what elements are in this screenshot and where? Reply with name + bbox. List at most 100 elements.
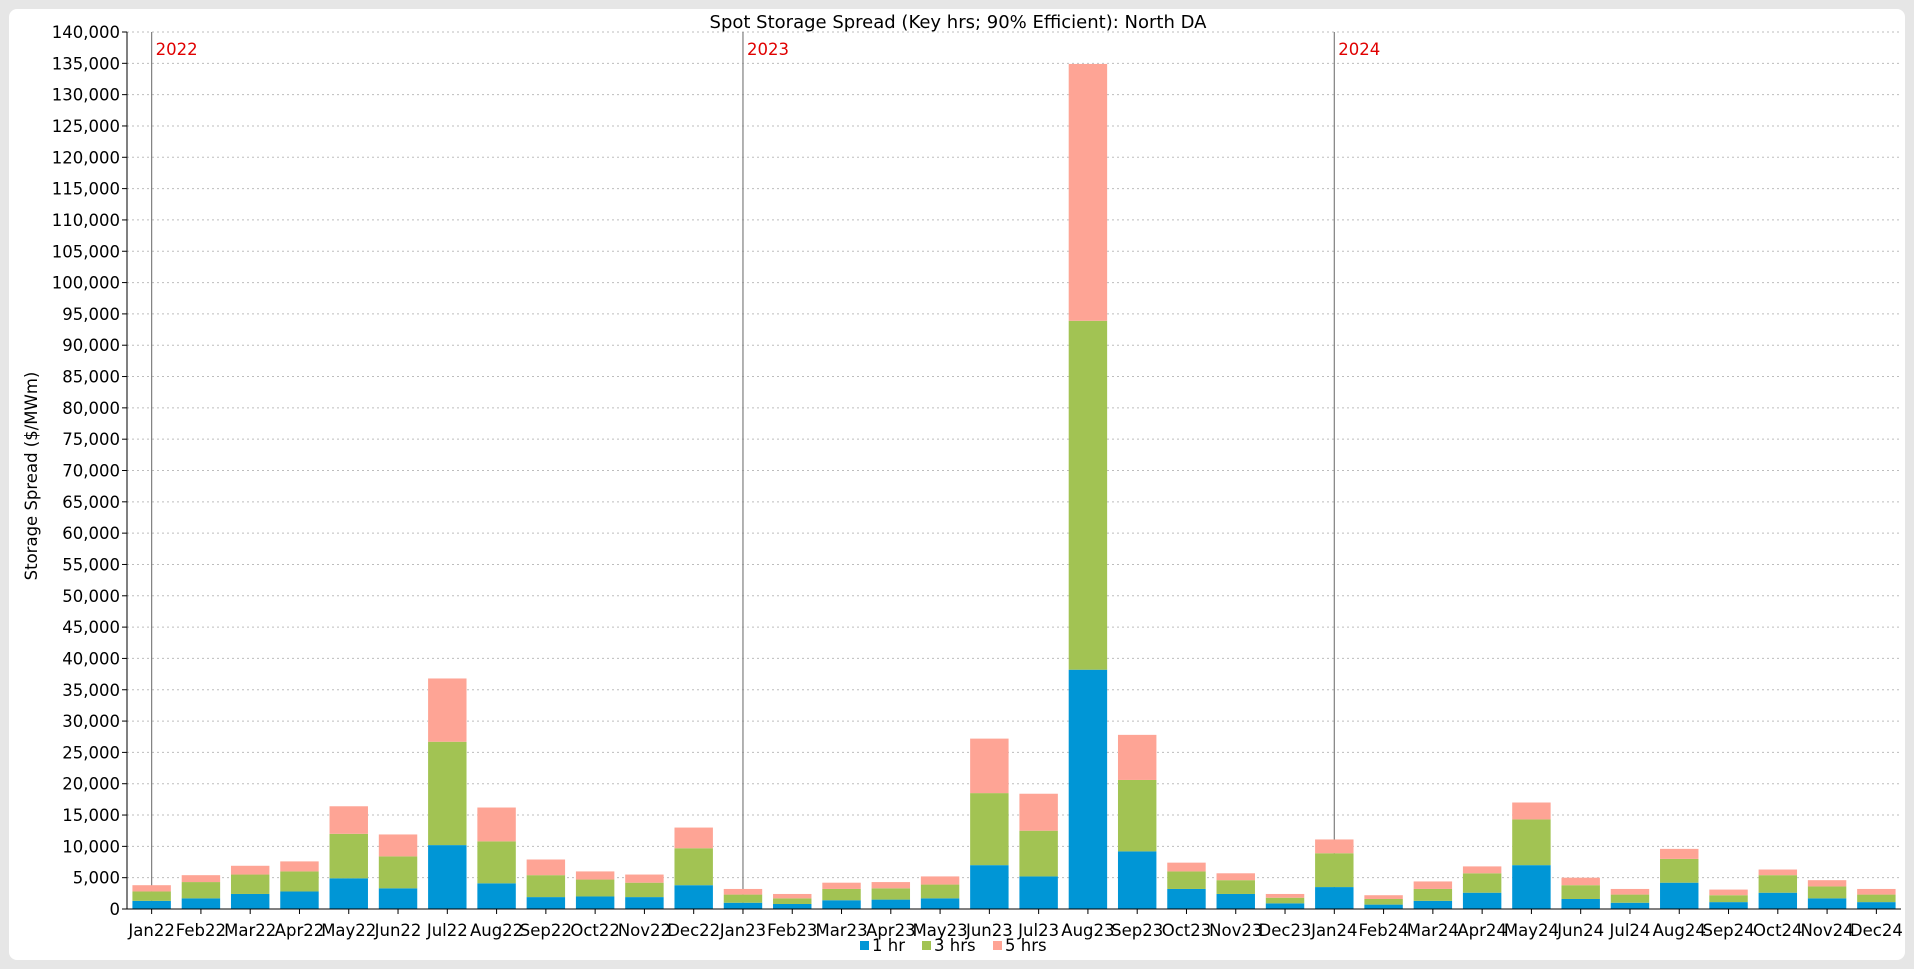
- bar-segment: [625, 882, 664, 898]
- y-tick-label: 20,000: [62, 775, 120, 794]
- bar-segment: [132, 885, 171, 892]
- bar-segment: [477, 807, 516, 842]
- year-markers: 2022 2023 2024: [151, 32, 1380, 909]
- y-tick-label: 65,000: [62, 493, 120, 512]
- axes: 0 5,000 10,000 15,000 20,000 25,000 30,000 35,0…: [52, 23, 1903, 940]
- bar-segment: [1019, 876, 1058, 909]
- bar-segment: [1709, 895, 1748, 903]
- bar-segment: [1561, 898, 1600, 909]
- bar-segment: [230, 874, 270, 894]
- bar-segment: [871, 899, 911, 909]
- bar-segment: [723, 894, 763, 903]
- x-tick-label: Mar23: [815, 921, 867, 940]
- bar-segment: [1512, 819, 1551, 866]
- bar-segment: [230, 865, 270, 875]
- bar-segment: [1413, 888, 1453, 901]
- x-tick-label: Oct23: [1162, 921, 1212, 940]
- bar-segment: [1167, 888, 1206, 909]
- bar-segment: [1019, 830, 1058, 877]
- bar-segment: [181, 898, 221, 909]
- x-tick-label: Apr23: [866, 921, 916, 940]
- bar-segment: [1068, 63, 1108, 321]
- x-tick-label: Dec22: [667, 921, 720, 940]
- x-tick-label: Jul24: [1609, 921, 1651, 940]
- y-tick-label: 130,000: [52, 86, 120, 105]
- x-tick-label: Dec23: [1259, 921, 1312, 940]
- bars: [132, 63, 1896, 909]
- legend-label: 5 hrs: [1005, 936, 1047, 955]
- bar-segment: [1462, 873, 1502, 893]
- bar-segment: [1364, 904, 1403, 909]
- y-tick-label: 50,000: [62, 587, 120, 606]
- bar-segment: [822, 888, 861, 901]
- bar-segment: [378, 888, 418, 909]
- bar-segment: [378, 856, 418, 889]
- bar-segment: [575, 871, 615, 880]
- x-tick-label: Aug24: [1653, 921, 1706, 940]
- year-marker-label: 2024: [1338, 40, 1380, 59]
- x-tick-label: Apr22: [275, 921, 325, 940]
- bar-segment: [329, 806, 368, 834]
- x-tick-label: Dec24: [1850, 921, 1903, 940]
- y-tick-label: 120,000: [52, 148, 120, 167]
- bar-segment: [1364, 898, 1403, 905]
- bar-segment: [1413, 881, 1453, 889]
- x-tick-label: Sep23: [1111, 921, 1163, 940]
- y-tick-label: 55,000: [62, 555, 120, 574]
- x-tick-label: Aug23: [1061, 921, 1114, 940]
- bar-segment: [1315, 839, 1354, 854]
- bar-segment: [871, 882, 911, 889]
- bar-segment: [1610, 902, 1650, 909]
- bar-segment: [1610, 888, 1650, 895]
- bar-segment: [1758, 869, 1798, 876]
- bar-segment: [1216, 880, 1255, 894]
- bar-segment: [970, 865, 1009, 909]
- bar-segment: [1019, 793, 1058, 831]
- bar-segment: [329, 878, 368, 909]
- x-tick-label: Jan22: [127, 921, 174, 940]
- bar-segment: [1167, 871, 1206, 889]
- bar-segment: [1117, 779, 1157, 852]
- year-marker-label: 2023: [747, 40, 789, 59]
- bar-segment: [920, 898, 960, 909]
- y-tick-label: 135,000: [52, 54, 120, 73]
- bar-segment: [428, 678, 467, 742]
- x-tick-label: Aug22: [470, 921, 523, 940]
- bar-segment: [181, 875, 221, 883]
- x-tick-label: Feb22: [176, 921, 226, 940]
- bar-segment: [477, 883, 516, 909]
- x-tick-label: May22: [321, 921, 376, 940]
- bar-segment: [1265, 893, 1305, 898]
- x-tick-label: Jan23: [719, 921, 766, 940]
- y-tick-label: 110,000: [52, 211, 120, 230]
- bar-segment: [378, 834, 418, 857]
- bar-segment: [625, 874, 664, 883]
- bar-segment: [1117, 734, 1157, 780]
- bar-segment: [477, 841, 516, 884]
- x-tick-label: Nov23: [1209, 921, 1262, 940]
- y-tick-label: 0: [110, 900, 121, 919]
- bar-segment: [1462, 892, 1502, 909]
- bar-segment: [1265, 903, 1305, 909]
- bar-segment: [1413, 900, 1453, 909]
- bar-segment: [1561, 885, 1600, 899]
- bar-segment: [1216, 873, 1255, 881]
- bar-segment: [773, 903, 812, 909]
- x-tick-label: Feb23: [767, 921, 817, 940]
- x-tick-label: Sep24: [1702, 921, 1754, 940]
- bar-segment: [1709, 889, 1748, 896]
- bar-segment: [329, 833, 368, 879]
- y-tick-label: 95,000: [62, 305, 120, 324]
- y-tick-label: 25,000: [62, 743, 120, 762]
- bar-segment: [1315, 853, 1354, 888]
- bar-segment: [920, 884, 960, 899]
- x-tick-label: Jul23: [1017, 921, 1059, 940]
- bar-segment: [1462, 866, 1502, 874]
- bar-segment: [1758, 875, 1798, 893]
- y-tick-label: 5,000: [73, 869, 120, 888]
- y-tick-label: 140,000: [52, 23, 120, 42]
- y-tick-label: 30,000: [62, 712, 120, 731]
- y-tick-label: 75,000: [62, 430, 120, 449]
- y-tick-label: 40,000: [62, 649, 120, 668]
- bar-segment: [1216, 893, 1255, 909]
